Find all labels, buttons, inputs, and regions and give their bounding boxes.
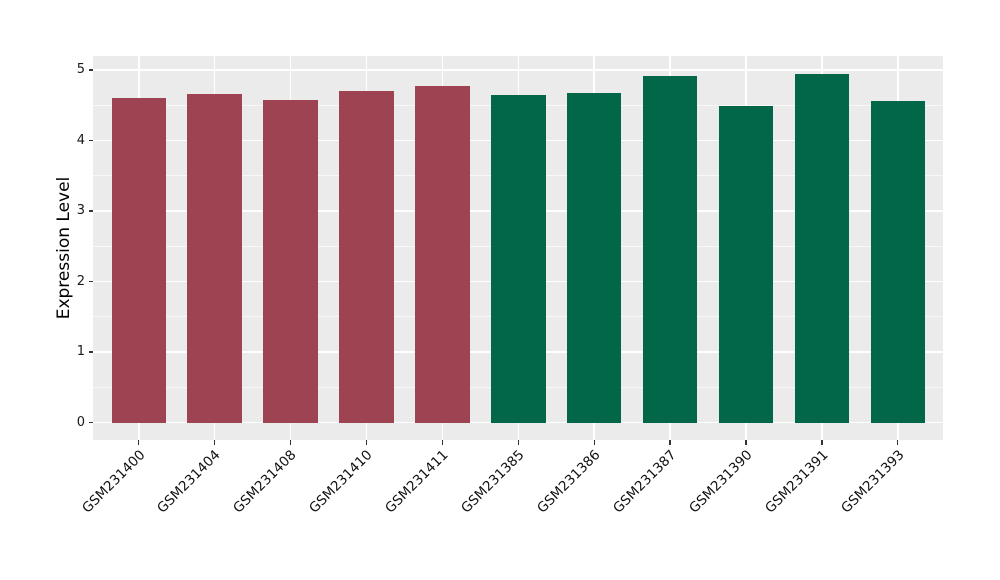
x-tick-mark <box>365 440 368 445</box>
x-tick-label: GSM231404 <box>154 447 225 517</box>
bar-GSM231385 <box>491 94 546 423</box>
x-tick-label: GSM231386 <box>534 447 604 517</box>
x-tick-label: GSM231391 <box>761 447 832 517</box>
x-tick-mark <box>441 440 444 445</box>
y-axis-title-text: Expression Level <box>54 176 74 320</box>
bar-GSM231386 <box>566 93 622 423</box>
y-tick-label: 2 <box>76 273 85 289</box>
bar-GSM231404 <box>187 94 242 423</box>
x-tick-mark <box>821 440 823 445</box>
x-tick-mark <box>517 440 519 445</box>
x-tick-label: GSM231385 <box>458 447 528 517</box>
plot-panel <box>93 56 943 440</box>
bar-GSM231408 <box>263 99 318 423</box>
x-tick-mark <box>138 440 140 445</box>
y-tick-mark <box>88 351 93 353</box>
y-tick-mark <box>88 210 93 212</box>
y-tick-label: 5 <box>76 62 85 78</box>
x-tick-mark <box>897 440 899 445</box>
y-tick-mark <box>88 69 93 71</box>
x-tick-label: GSM231400 <box>78 447 149 517</box>
bar-GSM231411 <box>415 85 470 423</box>
x-tick-label: GSM231390 <box>685 447 756 517</box>
y-tick-label: 4 <box>76 132 85 148</box>
x-tick-label: GSM231410 <box>306 447 376 517</box>
y-tick-label: 0 <box>76 414 85 430</box>
y-tick-mark <box>88 421 93 424</box>
y-tick-label: 3 <box>76 203 85 219</box>
x-tick-mark <box>214 440 216 445</box>
bar-GSM231393 <box>870 101 926 423</box>
x-tick-mark <box>745 440 747 445</box>
x-tick-label: GSM231387 <box>609 447 680 517</box>
x-tick-mark <box>593 440 595 445</box>
bar-GSM231391 <box>794 73 850 423</box>
bar-GSM231400 <box>111 98 167 423</box>
bar-GSM231387 <box>642 76 698 423</box>
x-tick-mark <box>289 440 292 445</box>
bar-GSM231390 <box>718 106 774 423</box>
bar-GSM231410 <box>339 90 394 423</box>
y-tick-mark <box>88 280 93 283</box>
x-tick-label: GSM231411 <box>382 447 452 517</box>
x-tick-label: GSM231393 <box>837 447 908 517</box>
x-tick-label: GSM231408 <box>230 447 300 517</box>
y-tick-label: 1 <box>76 344 85 360</box>
y-tick-mark <box>88 139 93 142</box>
x-tick-mark <box>669 440 671 445</box>
